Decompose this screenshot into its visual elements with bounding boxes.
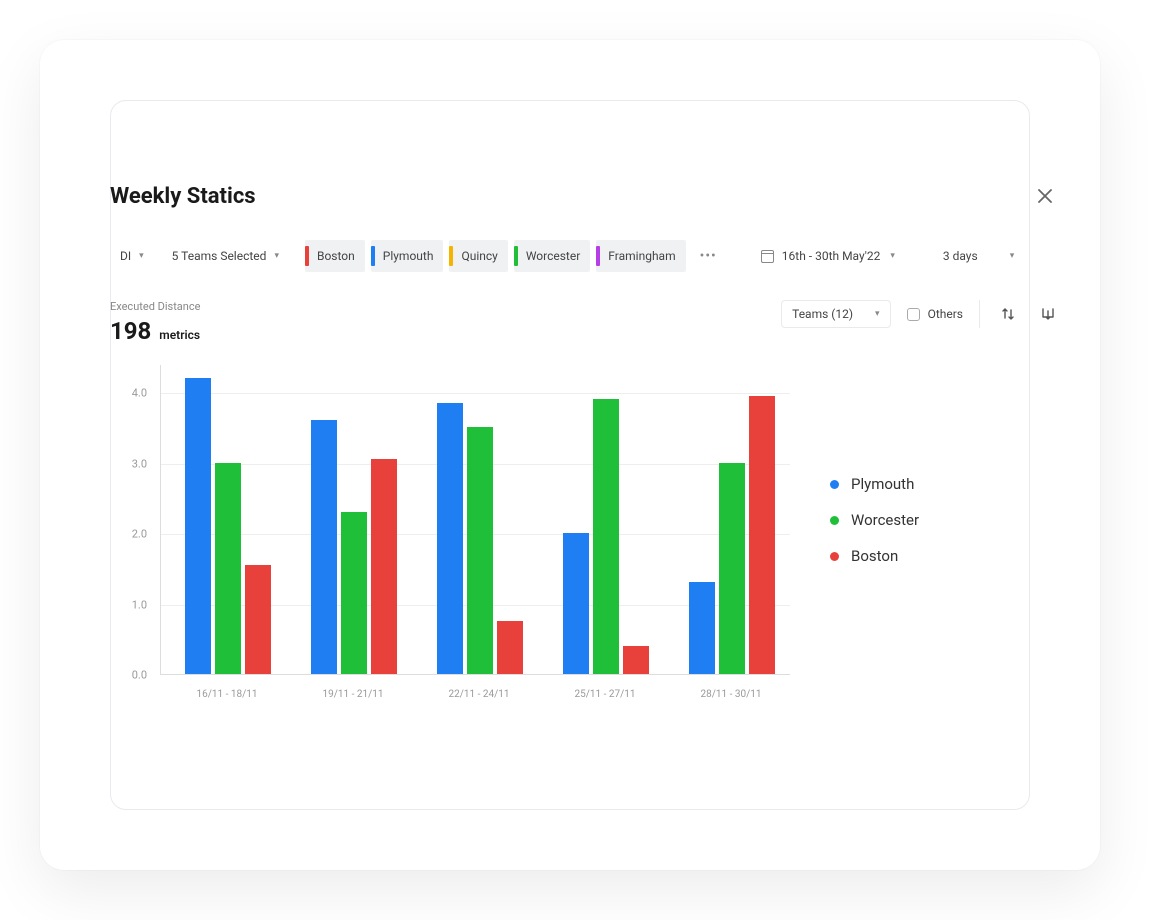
team-chip-label: Worcester	[526, 249, 580, 263]
team-chip-label: Plymouth	[383, 249, 434, 263]
legend-label: Worcester	[851, 511, 919, 529]
y-tick-label: 3.0	[132, 457, 147, 470]
y-tick-label: 4.0	[132, 387, 147, 400]
close-button[interactable]	[1030, 180, 1060, 212]
y-tick-label: 2.0	[132, 528, 147, 541]
others-toggle[interactable]: Others	[907, 307, 963, 321]
chevron-down-icon: ▾	[1010, 251, 1015, 261]
gridline	[161, 393, 790, 394]
team-stripe	[371, 246, 375, 266]
sort-icon	[1000, 306, 1016, 322]
metric-select[interactable]: DI ▾	[110, 243, 154, 269]
teams-count-label: 5 Teams Selected	[172, 249, 267, 263]
filter-row: DI ▾ 5 Teams Selected ▾ Boston Plymouth Qu…	[110, 240, 1060, 272]
chevron-down-icon: ▾	[875, 309, 880, 319]
metric-label: Executed Distance	[110, 300, 200, 313]
team-chip-quincy[interactable]: Quincy	[449, 240, 507, 272]
teams-dropdown-label: Teams (12)	[792, 307, 853, 321]
x-tick-label: 22/11 - 24/11	[449, 689, 510, 700]
x-tick-label: 16/11 - 18/11	[197, 689, 258, 700]
chart-plot	[160, 365, 790, 675]
team-chip-label: Boston	[317, 249, 355, 263]
chart-legend: Plymouth Worcester Boston	[830, 475, 919, 565]
x-axis-labels: 16/11 - 18/11 19/11 - 21/11 22/11 - 24/11 2…	[160, 681, 790, 705]
legend-label: Boston	[851, 547, 898, 565]
teams-dropdown[interactable]: Teams (12) ▾	[781, 300, 890, 328]
download-button[interactable]	[1036, 302, 1060, 326]
chart-area: 0.0 1.0 2.0 3.0 4.0 16/11 - 18/11 19/11 - 21/…	[110, 365, 1060, 705]
team-chip-boston[interactable]: Boston	[305, 240, 365, 272]
legend-dot	[830, 480, 839, 489]
team-stripe	[514, 246, 518, 266]
team-chips-container: Boston Plymouth Quincy Worcester Framingham	[305, 240, 686, 272]
bar-plymouth	[185, 378, 211, 674]
team-stripe	[596, 246, 600, 266]
team-stripe	[305, 246, 309, 266]
calendar-icon	[761, 250, 774, 263]
bar-plymouth	[311, 420, 337, 674]
x-tick-label: 28/11 - 30/11	[701, 689, 762, 700]
bar-worcester	[593, 399, 619, 674]
chevron-down-icon: ▾	[274, 251, 279, 261]
bar-plymouth	[563, 533, 589, 674]
team-stripe	[449, 246, 453, 266]
download-icon	[1040, 306, 1056, 322]
legend-item-plymouth[interactable]: Plymouth	[830, 475, 919, 493]
metric-unit: metrics	[159, 328, 200, 342]
more-icon: •••	[700, 248, 717, 264]
title-row: Weekly Statics	[110, 180, 1060, 212]
legend-item-boston[interactable]: Boston	[830, 547, 919, 565]
controls-right: Teams (12) ▾ Others	[781, 300, 1060, 328]
metric-block: Executed Distance 198 metrics	[110, 300, 200, 345]
team-chip-framingham[interactable]: Framingham	[596, 240, 685, 272]
others-label: Others	[928, 307, 963, 321]
close-icon	[1038, 189, 1052, 203]
page-title: Weekly Statics	[110, 184, 256, 209]
bar-plymouth	[437, 403, 463, 674]
x-tick-label: 25/11 - 27/11	[575, 689, 636, 700]
bar-plymouth	[689, 582, 715, 674]
bar-boston	[371, 459, 397, 674]
chart-region: 0.0 1.0 2.0 3.0 4.0 16/11 - 18/11 19/11 - 21/…	[110, 365, 790, 705]
sort-button[interactable]	[996, 302, 1020, 326]
bar-boston	[749, 396, 775, 674]
chevron-down-icon: ▾	[890, 251, 895, 261]
panel-content: Weekly Statics DI ▾ 5 Teams Selected ▾ B…	[110, 180, 1060, 705]
bar-worcester	[341, 512, 367, 674]
y-tick-label: 1.0	[132, 598, 147, 611]
team-chip-plymouth[interactable]: Plymouth	[371, 240, 444, 272]
legend-item-worcester[interactable]: Worcester	[830, 511, 919, 529]
team-chip-label: Quincy	[461, 249, 497, 263]
bar-boston	[245, 565, 271, 674]
y-tick-label: 0.0	[132, 669, 147, 682]
teams-count-select[interactable]: 5 Teams Selected ▾	[162, 243, 289, 269]
legend-dot	[830, 552, 839, 561]
date-range-label: 16th - 30th May'22	[782, 249, 881, 263]
chevron-down-icon: ▾	[139, 251, 144, 261]
interval-label: 3 days	[943, 249, 978, 263]
bar-worcester	[215, 463, 241, 674]
legend-label: Plymouth	[851, 475, 914, 493]
interval-select[interactable]: 3 days ▾	[933, 243, 1024, 269]
divider	[979, 300, 980, 328]
metric-select-label: DI	[120, 249, 131, 263]
checkbox-icon	[907, 308, 920, 321]
metrics-row: Executed Distance 198 metrics Teams (12)…	[110, 300, 1060, 345]
more-button[interactable]: •••	[694, 244, 723, 268]
bar-worcester	[467, 427, 493, 674]
bar-boston	[623, 646, 649, 674]
outer-card: Weekly Statics DI ▾ 5 Teams Selected ▾ B…	[40, 40, 1100, 870]
legend-dot	[830, 516, 839, 525]
y-axis: 0.01.02.03.04.0	[110, 365, 155, 675]
bar-worcester	[719, 463, 745, 674]
team-chip-worcester[interactable]: Worcester	[514, 240, 590, 272]
x-tick-label: 19/11 - 21/11	[323, 689, 384, 700]
date-range-select[interactable]: 16th - 30th May'22 ▾	[751, 243, 905, 269]
bar-boston	[497, 621, 523, 674]
team-chip-label: Framingham	[608, 249, 675, 263]
metric-value: 198	[110, 317, 151, 345]
